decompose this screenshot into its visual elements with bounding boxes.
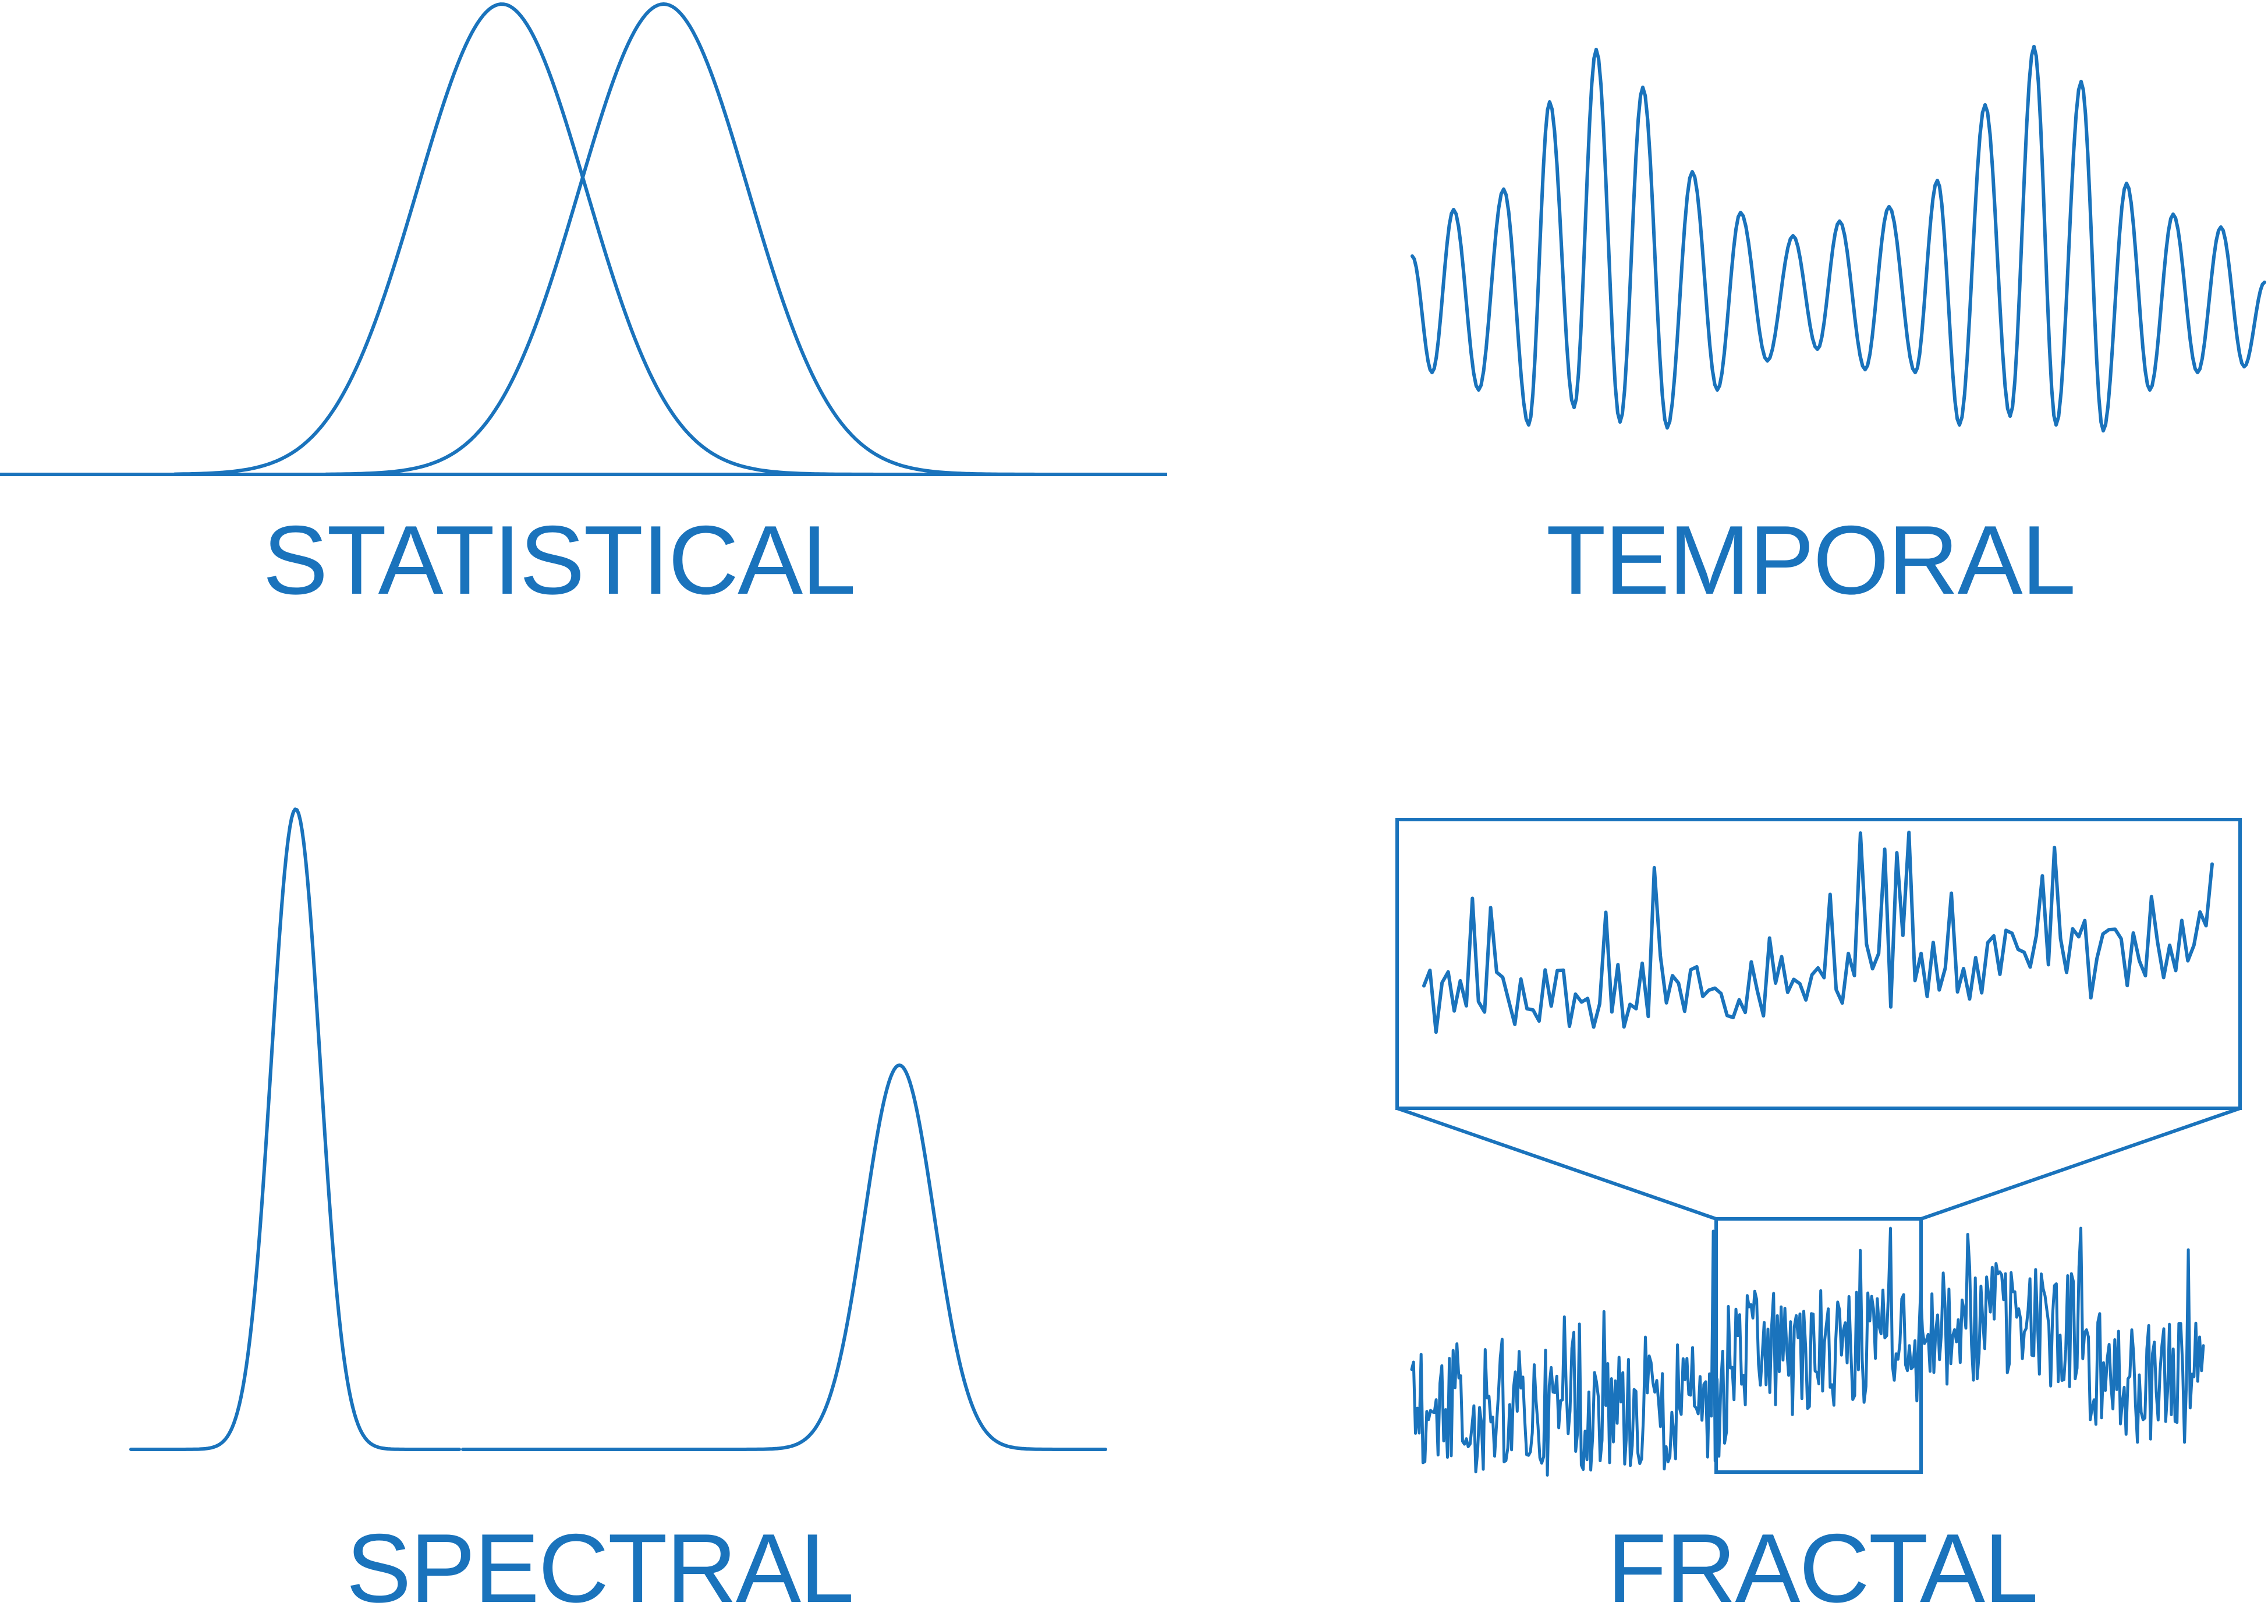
fractal-main-signal (1410, 1226, 2205, 1477)
temporal-waveform (1411, 45, 2266, 432)
fractal-zoom-line-right (1920, 1107, 2241, 1221)
statistical-curve-right (324, 2, 1050, 476)
fractal-label: FRACTAL (1607, 1513, 2039, 1623)
fractal-inset-signal (1422, 831, 2214, 1034)
fractal-zoom-line-left (1397, 1107, 1717, 1221)
fractal-panel (1395, 818, 2242, 1477)
spectral-label: SPECTRAL (346, 1513, 855, 1623)
statistical-label: STATISTICAL (263, 505, 856, 615)
spectral-panel (129, 807, 1107, 1451)
fractal-inset-box (1395, 818, 2242, 1110)
statistical-curve-left (173, 2, 875, 476)
statistical-panel (0, 2, 1167, 476)
temporal-label: TEMPORAL (1546, 505, 2076, 615)
fractal-zoom-region (1714, 1217, 1923, 1474)
temporal-panel (1411, 45, 2266, 432)
spectral-peak-short (461, 1063, 1107, 1451)
spectral-peak-tall (129, 807, 461, 1451)
